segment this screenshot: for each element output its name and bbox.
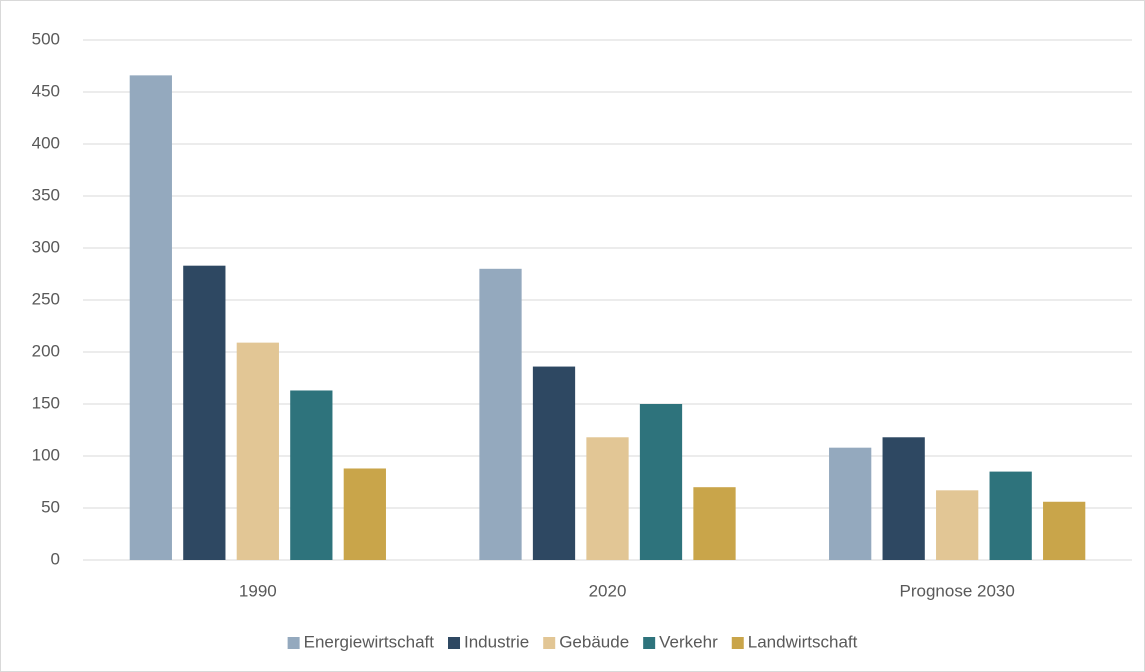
y-tick-label: 50 bbox=[41, 497, 60, 516]
bar bbox=[1043, 501, 1086, 560]
bar bbox=[129, 75, 172, 561]
bar bbox=[290, 390, 333, 560]
legend-swatch bbox=[643, 637, 656, 649]
y-tick-label: 500 bbox=[32, 29, 60, 48]
bar bbox=[586, 437, 629, 560]
bar bbox=[829, 447, 872, 560]
legend-swatch bbox=[287, 637, 300, 649]
legend-label: Verkehr bbox=[659, 632, 718, 651]
x-tick-label: Prognose 2030 bbox=[900, 581, 1015, 600]
y-tick-label: 200 bbox=[32, 341, 60, 360]
bar bbox=[183, 265, 226, 560]
x-tick-label: 1990 bbox=[239, 581, 277, 600]
legend-label: Landwirtschaft bbox=[748, 632, 858, 651]
legend-swatch bbox=[543, 637, 556, 649]
y-tick-label: 350 bbox=[32, 185, 60, 204]
y-tick-label: 150 bbox=[32, 393, 60, 412]
bar bbox=[936, 490, 979, 560]
bar bbox=[343, 468, 386, 560]
legend-swatch bbox=[448, 637, 461, 649]
y-tick-label: 450 bbox=[32, 81, 60, 100]
y-tick-label: 300 bbox=[32, 237, 60, 256]
bar bbox=[989, 471, 1032, 560]
y-tick-label: 250 bbox=[32, 289, 60, 308]
bar bbox=[882, 437, 925, 560]
y-tick-label: 0 bbox=[51, 549, 60, 568]
legend-label: Gebäude bbox=[559, 632, 629, 651]
bar bbox=[479, 268, 522, 560]
bar bbox=[532, 366, 576, 560]
bar bbox=[236, 342, 279, 560]
legend-label: Industrie bbox=[464, 632, 529, 651]
x-tick-label: 2020 bbox=[589, 581, 627, 600]
bar bbox=[693, 487, 736, 560]
legend-swatch bbox=[731, 637, 744, 649]
y-tick-label: 100 bbox=[32, 445, 60, 464]
bar bbox=[639, 404, 683, 560]
legend-label: Energiewirtschaft bbox=[304, 632, 435, 651]
y-tick-label: 400 bbox=[32, 133, 60, 152]
